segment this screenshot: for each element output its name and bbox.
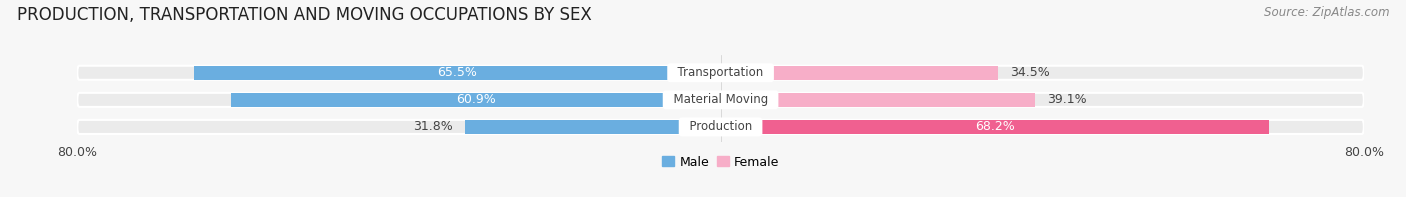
Text: Source: ZipAtlas.com: Source: ZipAtlas.com [1264, 6, 1389, 19]
Bar [231, 93, 721, 107]
Bar [721, 93, 1035, 107]
Text: Transportation: Transportation [671, 66, 770, 79]
Bar [194, 66, 721, 80]
FancyBboxPatch shape [77, 93, 1364, 107]
Bar [721, 120, 1270, 134]
Text: 39.1%: 39.1% [1047, 93, 1087, 106]
Bar [465, 120, 721, 134]
Text: Material Moving: Material Moving [665, 93, 776, 106]
Legend: Male, Female: Male, Female [662, 155, 779, 168]
Text: 34.5%: 34.5% [1010, 66, 1050, 79]
Text: Production: Production [682, 120, 759, 133]
Text: 31.8%: 31.8% [413, 120, 453, 133]
FancyBboxPatch shape [77, 120, 1364, 134]
FancyBboxPatch shape [77, 66, 1364, 80]
Text: PRODUCTION, TRANSPORTATION AND MOVING OCCUPATIONS BY SEX: PRODUCTION, TRANSPORTATION AND MOVING OC… [17, 6, 592, 24]
Text: 60.9%: 60.9% [456, 93, 495, 106]
Text: 68.2%: 68.2% [974, 120, 1015, 133]
Text: 65.5%: 65.5% [437, 66, 477, 79]
Bar [721, 66, 998, 80]
